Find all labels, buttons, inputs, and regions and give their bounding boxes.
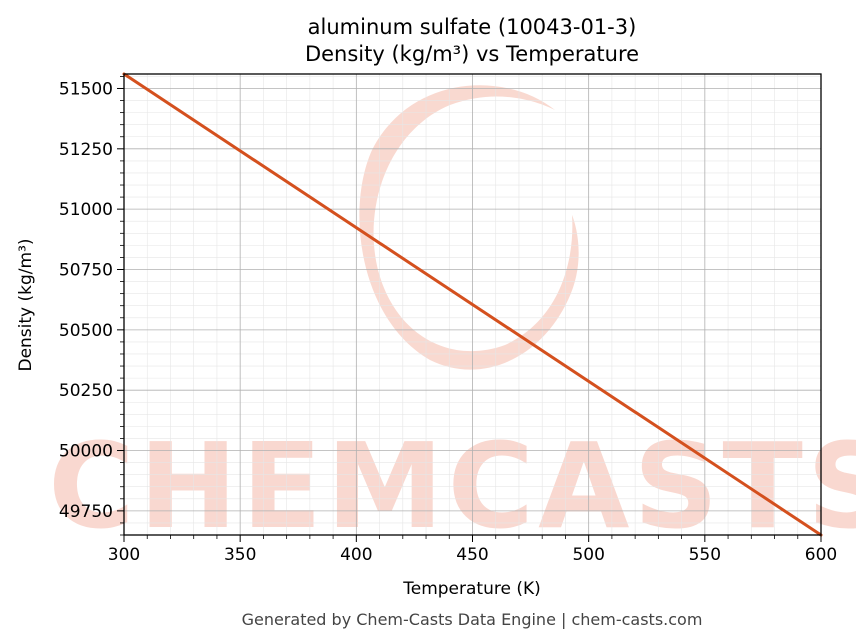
x-tick-label: 350 — [224, 545, 256, 565]
chart-title-line2: Density (kg/m³) vs Temperature — [305, 42, 639, 66]
y-tick-label: 51000 — [59, 200, 113, 220]
x-tick-label: 450 — [456, 545, 488, 565]
x-tick-label: 600 — [805, 545, 837, 565]
footer-credit: Generated by Chem-Casts Data Engine | ch… — [242, 610, 703, 629]
y-tick-label: 50250 — [59, 381, 113, 401]
y-axis-label: Density (kg/m³) — [16, 238, 36, 371]
y-tick-label: 50000 — [59, 442, 113, 462]
y-tick-label: 51500 — [59, 79, 113, 99]
ticks-layer — [117, 76, 822, 542]
x-axis-label: Temperature (K) — [402, 579, 541, 599]
chart-title-line1: aluminum sulfate (10043-01-3) — [308, 15, 637, 39]
x-tick-label: 400 — [340, 545, 372, 565]
y-tick-label: 50750 — [59, 261, 113, 281]
density-series-line — [122, 72, 823, 537]
y-tick-label: 50500 — [59, 321, 113, 341]
y-tick-label: 49750 — [59, 502, 113, 522]
series-layer — [122, 72, 823, 537]
x-tick-label: 300 — [108, 545, 140, 565]
y-tick-label: 51250 — [59, 140, 113, 160]
x-tick-label: 550 — [689, 545, 721, 565]
y-tick-labels: 49750 50000 50250 50500 50750 51000 51250 51500 — [59, 79, 113, 521]
x-tick-labels: 300 350 400 450 500 550 600 — [108, 545, 837, 565]
x-tick-label: 500 — [572, 545, 604, 565]
watermark-text: CHEMCASTS — [48, 417, 856, 555]
